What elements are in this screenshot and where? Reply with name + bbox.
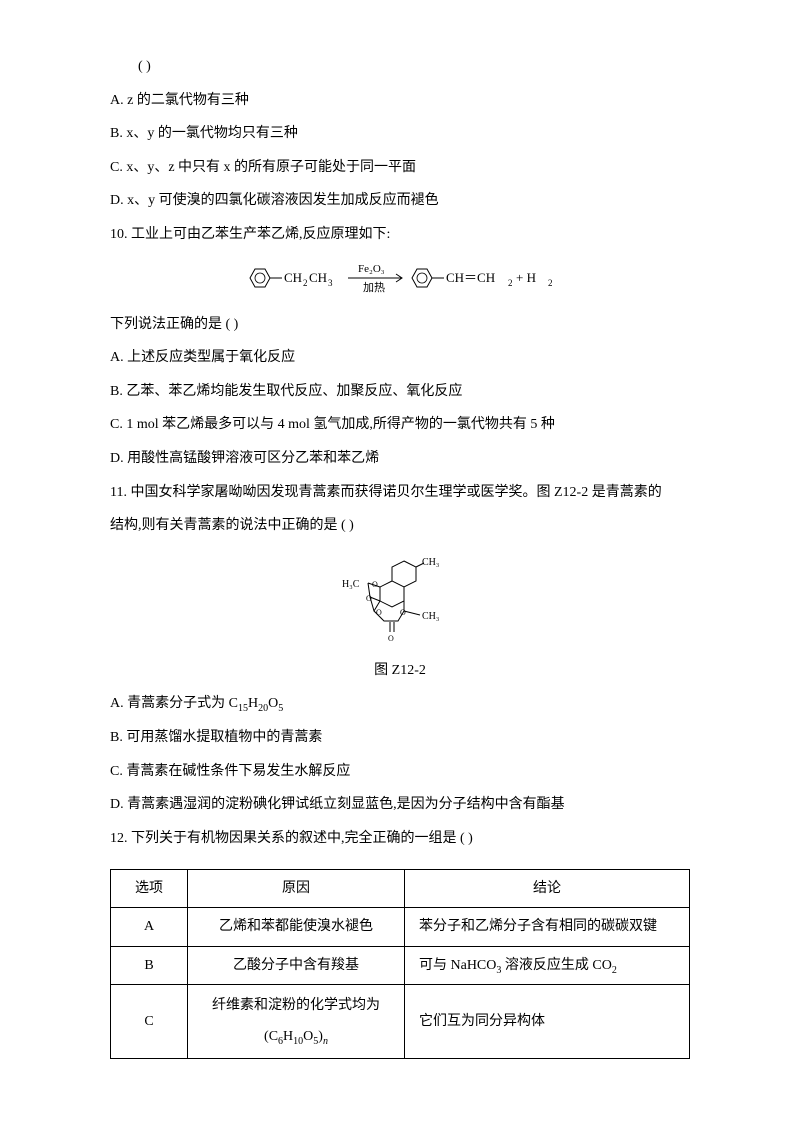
pre-option-b: B. x、y 的一氯代物均只有三种 [110, 117, 690, 151]
q11-stem-line1: 11. 中国女科学家屠呦呦因发现青蒿素而获得诺贝尔生理学或医学奖。图 Z12-2… [110, 476, 690, 510]
q10-option-a: A. 上述反应类型属于氧化反应 [110, 341, 690, 375]
table-row: C 纤维素和淀粉的化学式均为 (C6H10O5)n 它们互为同分异构体 [111, 984, 690, 1059]
svg-text:O: O [388, 634, 394, 643]
cell-opt-b: B [111, 946, 188, 984]
svg-text:O: O [376, 608, 382, 617]
pre-option-a: A. z 的二氯代物有三种 [110, 84, 690, 118]
svg-text:Fe₂O₃: Fe₂O₃ [358, 263, 385, 275]
q10-option-c: C. 1 mol 苯乙烯最多可以与 4 mol 氢气加成,所得产物的一氯代物共有… [110, 408, 690, 442]
pre-option-d: D. x、y 可使溴的四氯化碳溶液因发生加成反应而褪色 [110, 184, 690, 218]
svg-text:CH: CH [284, 270, 302, 285]
q12-stem: 12. 下列关于有机物因果关系的叙述中,完全正确的一组是 ( ) [110, 822, 690, 856]
cell-conc-a: 苯分子和乙烯分子含有相同的碳碳双键 [405, 908, 690, 946]
svg-text:O: O [400, 608, 406, 617]
th-option: 选项 [111, 870, 188, 908]
svg-text:2: 2 [548, 278, 553, 288]
q10-reaction-diagram: CH2 CH3 Fe₂O₃ 加热 CH＝CH2 + H2 [110, 252, 690, 308]
th-reason: 原因 [188, 870, 405, 908]
table-head-row: 选项 原因 结论 [111, 870, 690, 908]
svg-text:2: 2 [303, 278, 308, 288]
svg-text:CH₃: CH₃ [422, 557, 439, 568]
cell-reason-b: 乙酸分子中含有羧基 [188, 946, 405, 984]
svg-text:O: O [372, 580, 378, 589]
q11-structure-diagram: H₃C CH₃ CH₃ O O O O O [110, 543, 690, 654]
th-conclusion: 结论 [405, 870, 690, 908]
cell-conc-b: 可与 NaHCO3 溶液反应生成 CO2 [405, 946, 690, 984]
svg-text:加热: 加热 [363, 281, 385, 294]
pre-paren: ( ) [110, 50, 690, 84]
cell-reason-c: 纤维素和淀粉的化学式均为 (C6H10O5)n [188, 984, 405, 1059]
q10-option-b: B. 乙苯、苯乙烯均能发生取代反应、加聚反应、氧化反应 [110, 375, 690, 409]
svg-text:O: O [366, 594, 372, 603]
cell-reason-a: 乙烯和苯都能使溴水褪色 [188, 908, 405, 946]
pre-option-c: C. x、y、z 中只有 x 的所有原子可能处于同一平面 [110, 151, 690, 185]
cell-conc-c: 它们互为同分异构体 [405, 984, 690, 1059]
table-row: B 乙酸分子中含有羧基 可与 NaHCO3 溶液反应生成 CO2 [111, 946, 690, 984]
svg-text:+ H: + H [516, 270, 536, 285]
svg-text:3: 3 [328, 278, 333, 288]
q11-stem-line2: 结构,则有关青蒿素的说法中正确的是 ( ) [110, 509, 690, 543]
cell-opt-a: A [111, 908, 188, 946]
q10-lead: 下列说法正确的是 ( ) [110, 308, 690, 342]
q12-table: 选项 原因 结论 A 乙烯和苯都能使溴水褪色 苯分子和乙烯分子含有相同的碳碳双键… [110, 869, 690, 1059]
q11-option-b: B. 可用蒸馏水提取植物中的青蒿素 [110, 721, 690, 755]
table-row: A 乙烯和苯都能使溴水褪色 苯分子和乙烯分子含有相同的碳碳双键 [111, 908, 690, 946]
cell-opt-c: C [111, 984, 188, 1059]
svg-text:CH＝CH: CH＝CH [446, 270, 495, 285]
q11-option-a: A. 青蒿素分子式为 C15H20O5 [110, 687, 690, 721]
q11-option-c: C. 青蒿素在碱性条件下易发生水解反应 [110, 755, 690, 789]
q10-option-d: D. 用酸性高锰酸钾溶液可区分乙苯和苯乙烯 [110, 442, 690, 476]
q11-figure-caption: 图 Z12-2 [110, 654, 690, 688]
svg-text:CH: CH [309, 270, 327, 285]
svg-text:CH₃: CH₃ [422, 611, 439, 622]
q11-option-d: D. 青蒿素遇湿润的淀粉碘化钾试纸立刻显蓝色,是因为分子结构中含有酯基 [110, 788, 690, 822]
q10-stem: 10. 工业上可由乙苯生产苯乙烯,反应原理如下: [110, 218, 690, 252]
svg-text:2: 2 [508, 278, 513, 288]
svg-text:H₃C: H₃C [342, 579, 360, 590]
